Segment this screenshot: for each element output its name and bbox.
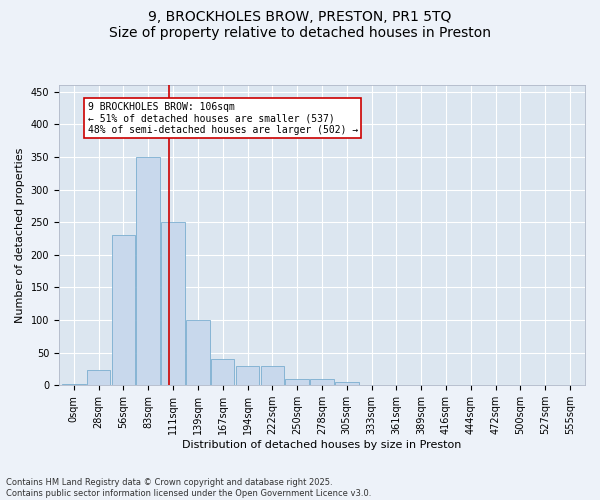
X-axis label: Distribution of detached houses by size in Preston: Distribution of detached houses by size … [182,440,461,450]
Bar [385,384,408,385]
Bar [236,366,259,385]
Bar [211,359,235,385]
Bar [136,157,160,385]
Bar [62,384,86,385]
Bar [286,378,309,385]
Bar [87,370,110,385]
Bar [559,384,582,385]
Y-axis label: Number of detached properties: Number of detached properties [15,148,25,323]
Text: Contains HM Land Registry data © Crown copyright and database right 2025.
Contai: Contains HM Land Registry data © Crown c… [6,478,371,498]
Bar [335,382,359,385]
Bar [186,320,209,385]
Bar [112,235,135,385]
Bar [310,378,334,385]
Bar [260,366,284,385]
Bar [161,222,185,385]
Text: 9, BROCKHOLES BROW, PRESTON, PR1 5TQ
Size of property relative to detached house: 9, BROCKHOLES BROW, PRESTON, PR1 5TQ Siz… [109,10,491,40]
Text: 9 BROCKHOLES BROW: 106sqm
← 51% of detached houses are smaller (537)
48% of semi: 9 BROCKHOLES BROW: 106sqm ← 51% of detac… [88,102,358,135]
